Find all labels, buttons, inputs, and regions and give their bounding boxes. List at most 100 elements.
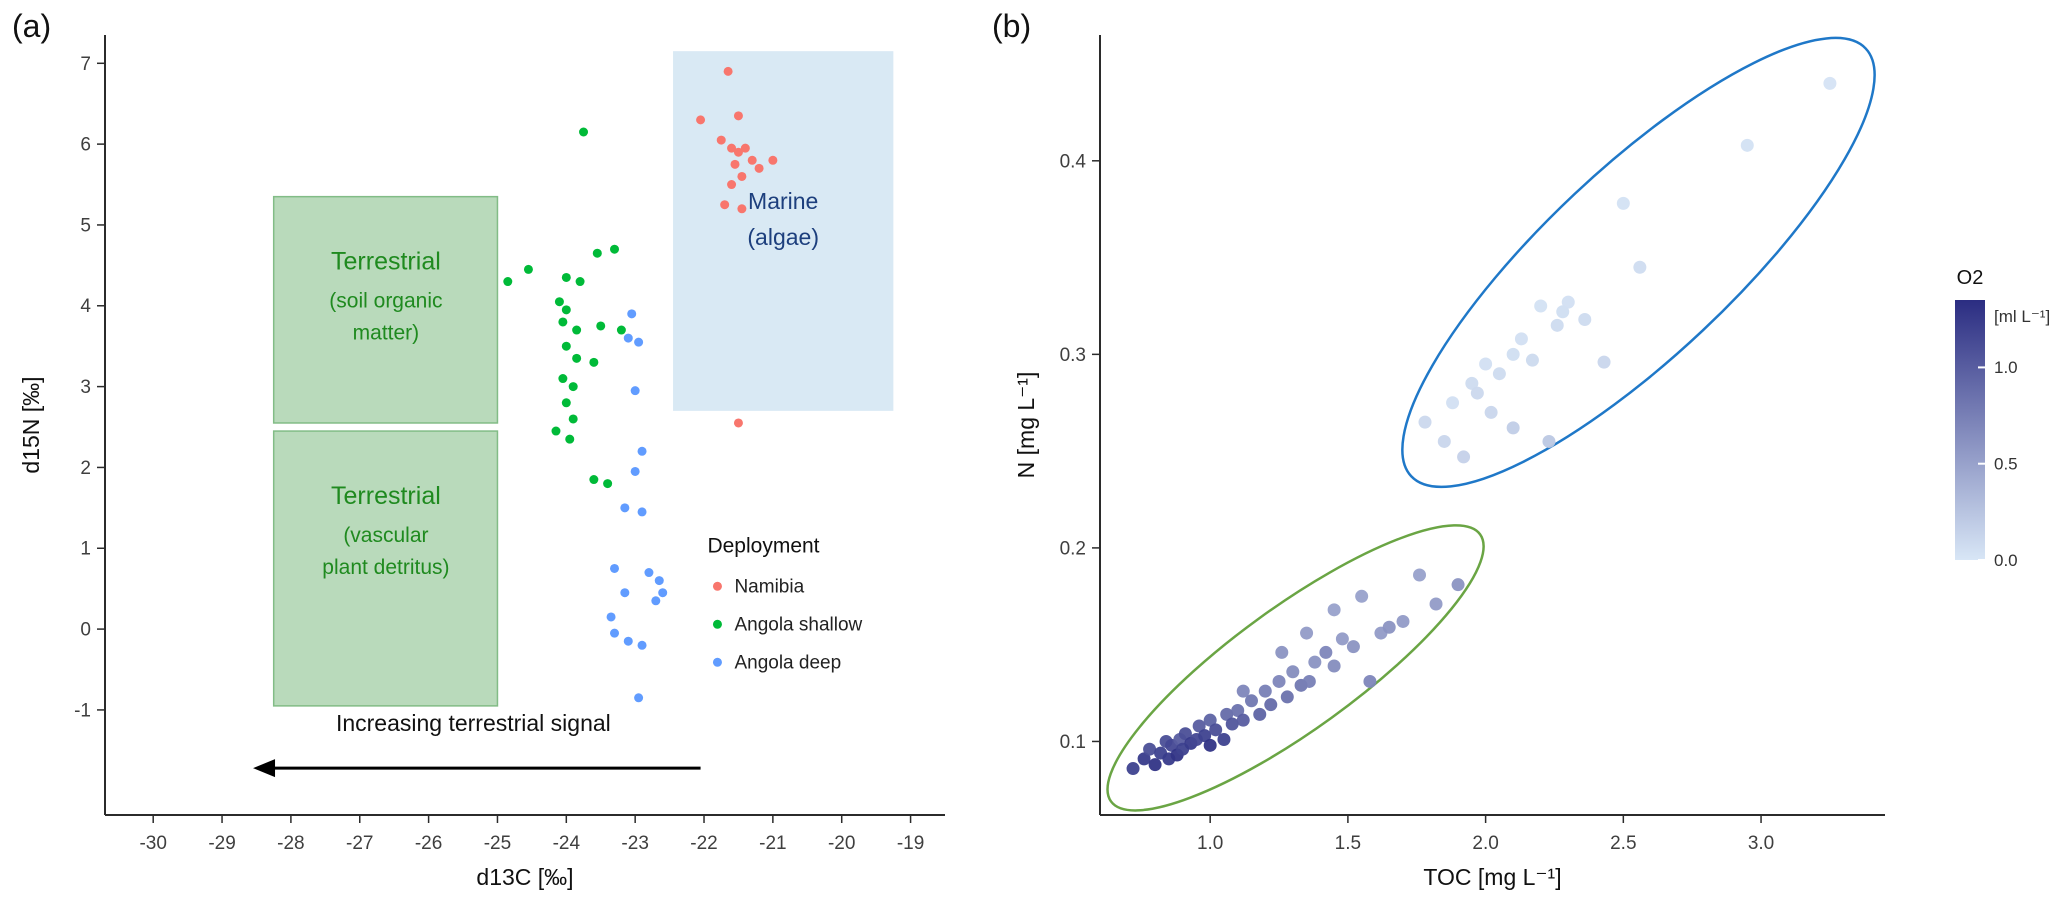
data-point [623,636,633,646]
data-point [1534,299,1548,313]
data-point [1217,733,1231,747]
panel-b: (b) 1.0 1.5 2.0 2.5 3.0 0.1 0.2 0.3 0.4 TOC [mg L… [980,0,2067,909]
x-tick-label: 1.0 [1197,833,1223,854]
data-point [1382,620,1396,634]
series-angola-shallow [503,127,626,489]
data-point [1302,674,1316,688]
x-tick-label: -21 [759,833,786,854]
panel-b-label: (b) [992,8,1032,44]
x-tick-label: -22 [690,833,717,854]
data-point [596,321,606,331]
data-point [637,446,647,456]
data-point [1300,626,1314,640]
data-point [1578,313,1592,327]
data-point [634,693,644,703]
data-point [1198,729,1212,743]
y-axis-title: N [mg L⁻¹] [1013,372,1039,479]
panel-a-label: (a) [12,8,52,44]
scatter-points [1126,76,1837,776]
data-point [1418,415,1432,429]
y-tick-label: 0.4 [1060,151,1087,172]
data-point [610,628,620,638]
y-tick-label: 0 [80,620,91,641]
y-tick-label: 2 [80,458,91,479]
data-point [1192,719,1206,733]
axes: 1.0 1.5 2.0 2.5 3.0 0.1 0.2 0.3 0.4 TOC [mg L⁻¹] N… [1013,35,1885,890]
data-point [658,588,668,598]
region-label: Marine [748,188,818,214]
marine-algae-region [673,51,894,411]
y-tick-label: 4 [80,296,91,317]
data-point [1335,632,1349,646]
data-point [1542,434,1556,448]
data-point [603,479,613,489]
data-point [1633,260,1647,274]
x-tick-label: -29 [208,833,235,854]
terrestrial-signal-arrow: Increasing terrestrial signal [253,710,701,778]
data-point [1244,694,1258,708]
low-oxygen-cluster-ellipse [1401,36,1876,489]
data-point [1327,659,1341,673]
x-tick-label: -25 [484,833,511,854]
data-point [1823,76,1837,90]
panel-a-chart: Terrestrial (soil organic matter) Terrestri… [18,35,945,890]
colorbar-tick-label: 1.0 [1994,358,2018,377]
x-tick-label: -26 [415,833,442,854]
x-tick-label: -23 [621,833,648,854]
data-point [551,426,561,436]
data-point [727,143,737,153]
y-axis-title: d15N [‰] [18,376,44,473]
data-point [503,277,513,287]
data-point [1286,665,1300,679]
data-point [620,503,630,513]
data-point [696,115,706,125]
data-point [523,264,533,274]
y-tick-label: 0.1 [1060,732,1086,753]
data-point [754,163,764,173]
data-point [651,596,661,606]
data-point [737,171,747,181]
data-point [1506,421,1520,435]
legend-swatch-angola-deep [712,657,722,667]
data-point [554,297,564,307]
data-point [1465,376,1479,390]
data-point [1446,396,1460,410]
data-point [1346,640,1360,654]
data-point [727,180,737,190]
data-point [572,353,582,363]
data-point [1616,196,1630,210]
data-point [558,317,568,327]
data-point [720,200,730,210]
legend-title: Deployment [707,534,819,557]
data-point [606,612,616,622]
x-tick-label: -27 [346,833,373,854]
y-tick-label: 5 [80,215,91,236]
data-point [1203,738,1217,752]
region-label: plant detritus) [322,556,449,579]
colorbar-title: O2 [1957,267,1984,289]
data-point [1479,357,1493,371]
data-point [579,127,589,137]
legend-swatch-namibia [712,581,722,591]
data-point [1253,707,1267,721]
x-tick-label: -20 [828,833,855,854]
x-tick-label: 2.0 [1472,833,1498,854]
data-point [737,204,747,214]
regions: Terrestrial (soil organic matter) Terrestri… [272,51,894,707]
data-point [1148,758,1162,772]
data-point [733,418,743,428]
data-point [1556,305,1570,319]
data-point [1327,603,1341,617]
data-point [616,325,626,335]
data-point [1597,355,1611,369]
data-point [589,475,599,485]
y-tick-label: -1 [74,700,91,721]
data-point [561,272,571,282]
data-point [1437,434,1451,448]
data-point [1413,568,1427,582]
data-point [1220,707,1234,721]
o2-colorbar: O2 [ml L⁻¹] 1.0 0.5 0.0 [1955,267,2050,570]
x-tick-label: 3.0 [1748,833,1774,854]
data-point [1275,645,1289,659]
